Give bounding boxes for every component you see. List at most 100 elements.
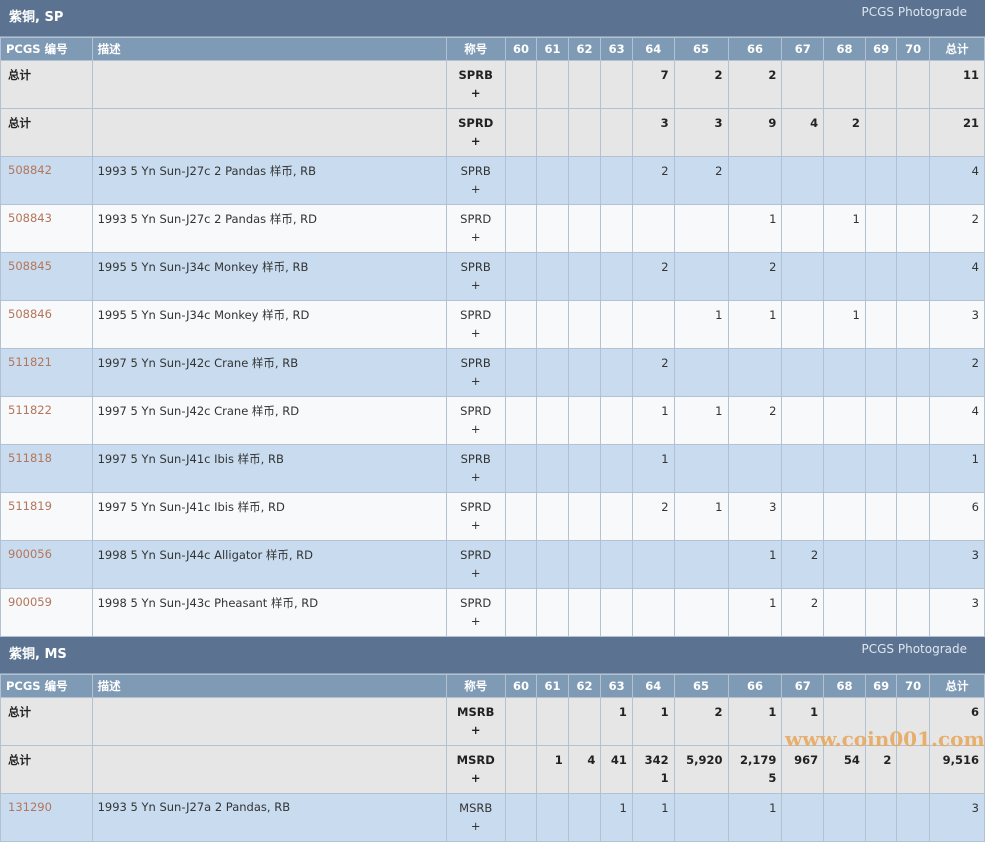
grade-count-cell: 967	[781, 745, 825, 794]
grade-count-cell	[600, 492, 633, 541]
table-row: 508843 1993 5 Yn Sun-J27c 2 Pandas 样币, RD…	[0, 204, 985, 253]
column-header[interactable]: 62	[567, 674, 602, 698]
grade-count-cell	[727, 444, 783, 493]
grade-count-cell	[896, 60, 930, 109]
column-header[interactable]: 66	[727, 674, 783, 698]
designation-cell: SPRD +	[445, 108, 506, 157]
pcgs-number-link[interactable]: 508842	[8, 163, 52, 177]
table-row: 900059 1998 5 Yn Sun-J43c Pheasant 样币, RD…	[0, 588, 985, 637]
column-header[interactable]: 70	[896, 674, 930, 698]
pcgs-number-link[interactable]: 511822	[8, 403, 52, 417]
grade-count-cell	[567, 588, 602, 637]
grade-count-cell	[823, 444, 866, 493]
grade-count-cell: 1	[631, 396, 675, 445]
column-header[interactable]: 称号	[445, 674, 506, 698]
pcgs-number-link[interactable]: 508843	[8, 211, 52, 225]
pcgs-number-link[interactable]: 508846	[8, 307, 52, 321]
column-header[interactable]: 描述	[91, 37, 447, 61]
grade-count-cell: 1	[727, 540, 783, 589]
column-header[interactable]: PCGS 编号	[0, 37, 93, 61]
row-total-cell: 3	[928, 300, 985, 349]
grade-count-cell	[631, 204, 675, 253]
column-header[interactable]: 60	[504, 37, 538, 61]
pcgs-number-link[interactable]: 508845	[8, 259, 52, 273]
row-total-cell: 2	[928, 348, 985, 397]
grade-count-cell	[504, 745, 538, 794]
grade-count-cell	[673, 444, 729, 493]
section-title: 紫铜, SP	[9, 10, 64, 25]
grade-count-cell	[823, 793, 866, 842]
grade-count-cell	[600, 204, 633, 253]
column-header[interactable]: 64	[631, 37, 675, 61]
description-cell: 1997 5 Yn Sun-J41c Ibis 样币, RD	[91, 492, 447, 541]
pcgs-number-link[interactable]: 511818	[8, 451, 52, 465]
pcgs-number-link[interactable]: 900059	[8, 595, 52, 609]
column-header[interactable]: 70	[896, 37, 930, 61]
column-header[interactable]: 65	[673, 674, 729, 698]
population-table: PCGS 编号 描述 称号 60 61 62 63 64 65 66 67 68 69 70 总计 总计 SPR…	[0, 37, 985, 637]
column-header[interactable]: 总计	[928, 674, 985, 698]
table-row: 508846 1995 5 Yn Sun-J34c Monkey 样币, RD SP…	[0, 300, 985, 349]
column-header[interactable]: 64	[631, 674, 675, 698]
column-header[interactable]: 65	[673, 37, 729, 61]
pcgs-number-link[interactable]: 131290	[8, 800, 52, 814]
column-header[interactable]: PCGS 编号	[0, 674, 93, 698]
photograde-link[interactable]: PCGS Photograde	[861, 642, 967, 656]
grade-count-cell	[504, 396, 538, 445]
column-header[interactable]: 描述	[91, 674, 447, 698]
grade-count-cell	[727, 348, 783, 397]
pcgs-number-link[interactable]: 511819	[8, 499, 52, 513]
column-header[interactable]: 69	[864, 674, 898, 698]
grade-count-cell	[823, 492, 866, 541]
column-header[interactable]: 67	[781, 37, 825, 61]
photograde-link[interactable]: PCGS Photograde	[861, 5, 967, 19]
description-cell: 1998 5 Yn Sun-J43c Pheasant 样币, RD	[91, 588, 447, 637]
grade-count-cell: 7	[631, 60, 675, 109]
column-header[interactable]: 68	[823, 674, 866, 698]
column-header[interactable]: 68	[823, 37, 866, 61]
grade-count-cell	[896, 348, 930, 397]
column-header[interactable]: 60	[504, 674, 538, 698]
grade-count-cell: 4	[567, 745, 602, 794]
grade-count-cell	[673, 793, 729, 842]
watermark: www.coin001.com	[785, 727, 985, 751]
grade-count-cell: 2	[823, 108, 866, 157]
table-header-row: PCGS 编号 描述 称号 60 61 62 63 64 65 66 67 68 69 70 总计	[0, 37, 985, 61]
grade-count-cell: 1	[673, 396, 729, 445]
grade-count-cell	[781, 60, 825, 109]
grade-count-cell	[567, 444, 602, 493]
row-total-cell: 9,516	[928, 745, 985, 794]
section-header: 紫铜, MS PCGS Photograde	[0, 637, 985, 674]
pcgs-number-link[interactable]: 511821	[8, 355, 52, 369]
grade-count-cell	[536, 444, 569, 493]
description-cell: 1993 5 Yn Sun-J27c 2 Pandas 样币, RB	[91, 156, 447, 205]
grade-count-cell	[567, 697, 602, 746]
grade-count-cell	[600, 156, 633, 205]
designation-cell: SPRD +	[445, 492, 506, 541]
column-header[interactable]: 67	[781, 674, 825, 698]
column-header[interactable]: 61	[536, 674, 569, 698]
grade-count-cell	[600, 252, 633, 301]
grade-count-cell	[567, 252, 602, 301]
column-header[interactable]: 66	[727, 37, 783, 61]
grade-count-cell	[536, 588, 569, 637]
grade-count-cell	[673, 204, 729, 253]
column-header[interactable]: 63	[600, 674, 633, 698]
column-header[interactable]: 62	[567, 37, 602, 61]
description-cell: 1997 5 Yn Sun-J42c Crane 样币, RD	[91, 396, 447, 445]
grade-count-cell: 2	[727, 252, 783, 301]
column-header[interactable]: 总计	[928, 37, 985, 61]
column-header[interactable]: 称号	[445, 37, 506, 61]
pcgs-number-cell: 511819	[0, 492, 93, 541]
row-total-cell: 4	[928, 252, 985, 301]
row-total-cell: 11	[928, 60, 985, 109]
column-header[interactable]: 61	[536, 37, 569, 61]
column-header[interactable]: 63	[600, 37, 633, 61]
pcgs-number-link[interactable]: 900056	[8, 547, 52, 561]
grade-count-cell: 2	[864, 745, 898, 794]
grade-count-cell	[864, 444, 898, 493]
column-header[interactable]: 69	[864, 37, 898, 61]
grade-count-cell	[673, 252, 729, 301]
grade-count-cell	[864, 300, 898, 349]
grade-count-cell: 2	[673, 697, 729, 746]
